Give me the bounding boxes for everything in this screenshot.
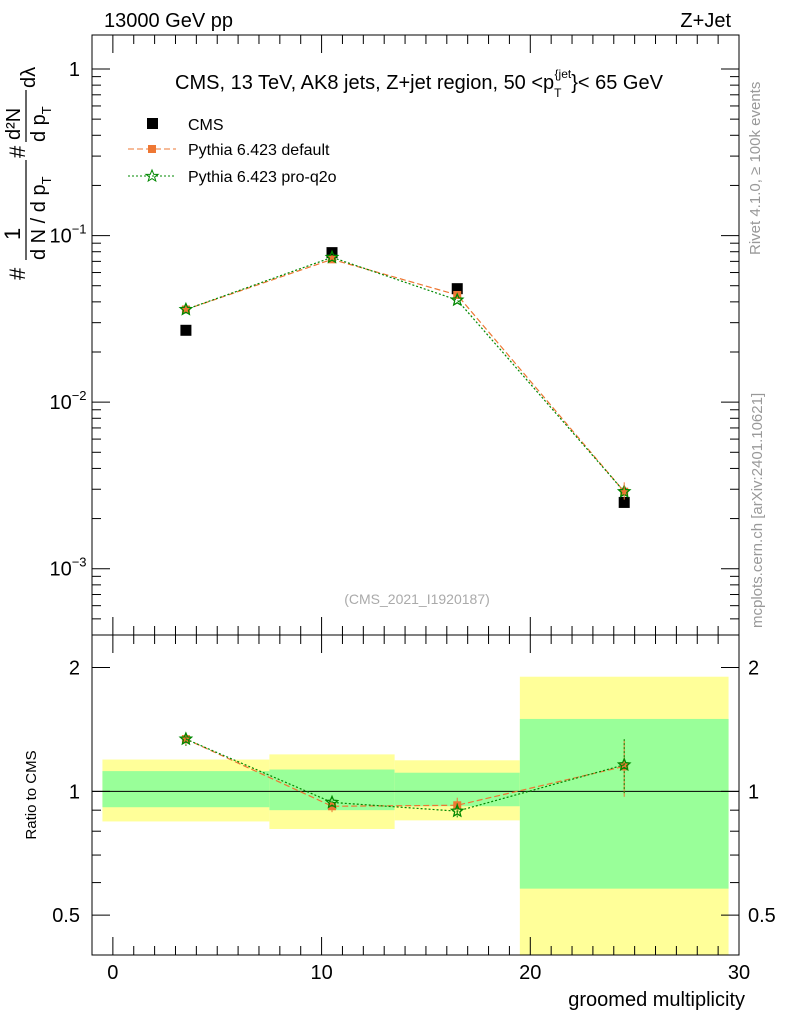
ratio-y-tick-label-right: 2	[748, 658, 759, 680]
data-point-default	[328, 255, 337, 264]
y-tick-label: 10−1	[49, 222, 86, 248]
ratio-y-tick-label-left: 1	[69, 781, 80, 803]
ratio-line-default	[185, 738, 625, 807]
ratio-plot: 0.5 0.51 12 20 10 20 30 Ratio to CMS groomed m…	[23, 634, 776, 1011]
x-tick-label: 0	[107, 962, 118, 984]
mcplots-label: mcplots.cern.ch [arXiv:2401.10621]	[749, 393, 766, 628]
legend-label-default: Pythia 6.423 default	[188, 142, 330, 159]
ratio-data	[178, 731, 632, 820]
legend-marker-default	[148, 145, 156, 153]
ratio-point-proq2o	[324, 794, 340, 809]
ratio-plot-ticks: 0.5 0.51 12 20 10 20 30	[52, 635, 776, 984]
ylabel-hash-2: #	[5, 145, 30, 158]
y-tick-label: 10−3	[49, 555, 86, 581]
ratio-y-tick-label-right: 1	[748, 781, 759, 803]
legend-label-proq2o: Pythia 6.423 pro-q2o	[188, 169, 337, 186]
x-axis-label: groomed multiplicity	[568, 989, 745, 1011]
ratio-point-default	[620, 762, 629, 771]
plot-title-tail: }< 65 GeV	[571, 72, 663, 94]
y-axis-label: # 1 d N / d pT # d²N d pT dλ	[0, 67, 54, 280]
ratio-bands	[92, 676, 739, 955]
ylabel-dd-den: d pT	[28, 106, 54, 142]
plot-title-sub: T	[554, 86, 562, 100]
data-point-cms	[618, 496, 630, 508]
data-point-cms	[180, 324, 192, 336]
data-point-proq2o	[449, 292, 465, 307]
main-plot-data	[178, 247, 632, 508]
y-tick-label: 10−2	[49, 388, 86, 414]
ratio-line-proq2o	[185, 738, 625, 812]
legend-marker-cms	[147, 118, 158, 129]
x-tick-label: 30	[728, 962, 750, 984]
ylabel-one: 1	[0, 228, 25, 240]
series-line-proq2o	[185, 256, 625, 493]
plot-title-main: CMS, 13 TeV, AK8 jets, Z+jet region, 50 …	[175, 72, 554, 94]
main-plot-ticks: 1 10−1 10−2 10−3	[49, 35, 740, 636]
main-plot: 1 10−1 10−2 10−3 CMS, 13 TeV, AK8 jets, Z+j…	[0, 34, 740, 636]
data-point-default	[181, 305, 190, 314]
uncertainty-band-green	[102, 771, 270, 808]
analysis-watermark: (CMS_2021_I1920187)	[344, 591, 490, 607]
x-tick-label: 20	[519, 962, 541, 984]
ylabel-d2n: d²N	[3, 108, 25, 140]
ratio-plot-frame	[91, 634, 740, 956]
ylabel-dlambda: dλ	[18, 67, 40, 88]
legend-marker-proq2o	[144, 168, 160, 183]
header-right: Z+Jet	[680, 10, 731, 32]
plot-title-sup: {jet	[555, 67, 572, 81]
data-point-cms	[451, 283, 463, 295]
ratio-point-proq2o	[616, 757, 632, 772]
ylabel-frac-den: d N / d pT	[28, 176, 54, 260]
series-line-default	[185, 258, 625, 493]
legend-label-cms: CMS	[188, 117, 224, 134]
x-tick-label: 10	[310, 962, 332, 984]
data-point-proq2o	[324, 249, 340, 264]
ylabel-hash-1: #	[5, 267, 30, 280]
plot-title: CMS, 13 TeV, AK8 jets, Z+jet region, 50 …	[175, 67, 664, 100]
legend: CMS Pythia 6.423 default Pythia 6.423 pr…	[128, 117, 337, 186]
ratio-y-label: Ratio to CMS	[23, 750, 40, 839]
rivet-label: Rivet 4.1.0, ≥ 100k events	[747, 82, 764, 255]
ratio-point-proq2o	[449, 803, 465, 818]
data-point-proq2o	[178, 301, 194, 316]
y-tick-label: 1	[69, 59, 80, 81]
ratio-y-tick-label-left: 2	[69, 658, 80, 680]
ratio-y-tick-label-right: 0.5	[748, 905, 776, 927]
header-left: 13000 GeV pp	[104, 10, 233, 32]
ratio-point-proq2o	[178, 731, 194, 746]
ratio-y-tick-label-left: 0.5	[52, 905, 80, 927]
